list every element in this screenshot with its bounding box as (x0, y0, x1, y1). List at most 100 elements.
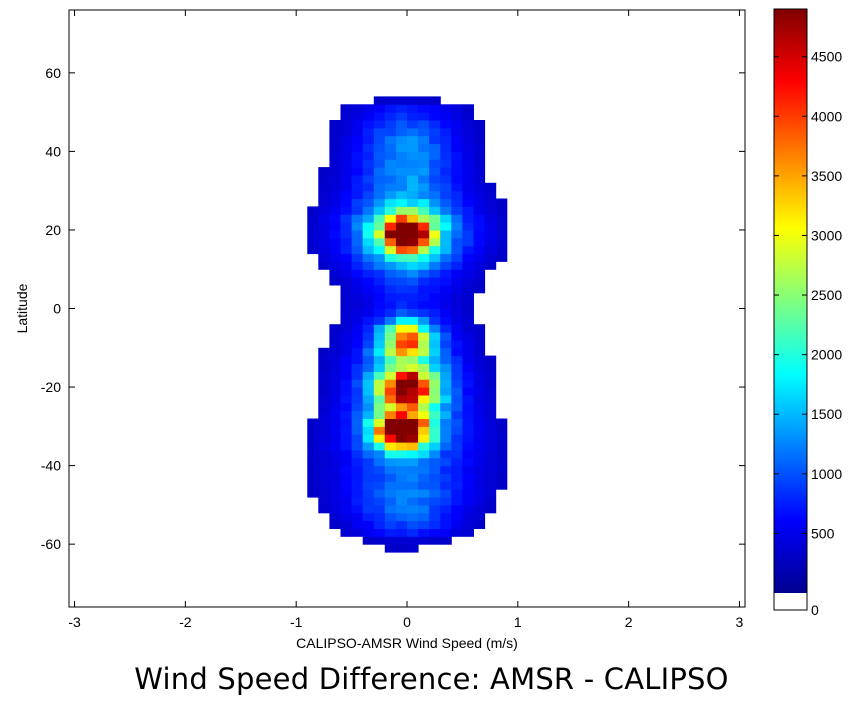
heatmap-cell (307, 237, 319, 247)
heatmap-cell (362, 528, 375, 537)
heatmap-cell (340, 473, 353, 482)
heatmap-cell (373, 104, 386, 113)
heatmap-cell (351, 410, 364, 419)
heatmap-cell (462, 245, 474, 255)
heatmap-cell (329, 237, 341, 247)
heatmap-cell (384, 355, 397, 364)
x-tick-label: -1 (290, 614, 303, 630)
heatmap-cell (462, 520, 474, 529)
heatmap-cell (384, 277, 397, 286)
heatmap-cell (440, 316, 452, 325)
heatmap-cell (329, 127, 341, 137)
heatmap-cell (418, 387, 430, 396)
heatmap-cell (451, 339, 463, 349)
heatmap-cell (395, 135, 408, 145)
heatmap-cell (373, 512, 386, 522)
heatmap-cell (362, 339, 375, 349)
heatmap-cell (373, 465, 386, 474)
heatmap-cell (484, 473, 497, 482)
heatmap-cell (318, 442, 330, 451)
heatmap-cell (407, 96, 419, 105)
heatmap-cell (373, 355, 386, 364)
heatmap-cell (351, 143, 364, 152)
heatmap-cell (307, 449, 319, 459)
heatmap-cell (384, 167, 397, 176)
heatmap-cell (329, 504, 341, 514)
heatmap-cell (429, 402, 441, 412)
heatmap-cell (473, 167, 486, 176)
heatmap-cell (395, 112, 408, 121)
heatmap-cell (473, 520, 486, 529)
heatmap-cell (462, 418, 474, 427)
heatmap-cell (362, 387, 375, 396)
heatmap-cell (473, 371, 486, 380)
heatmap-cell (451, 394, 463, 404)
heatmap-cell (407, 489, 419, 498)
colorbar-tick-label: 4500 (811, 49, 842, 65)
heatmap-cell (373, 394, 386, 404)
heatmap-cell (407, 253, 419, 262)
heatmap-cell (429, 418, 441, 427)
heatmap-cell (451, 489, 463, 498)
heatmap-cell (407, 528, 419, 537)
heatmap-cell (351, 481, 364, 490)
heatmap-cell (495, 198, 508, 207)
heatmap-cell (318, 504, 330, 514)
heatmap-cell (473, 465, 486, 474)
heatmap-cell (418, 536, 430, 545)
heatmap-cell (473, 253, 486, 262)
heatmap-cell (429, 410, 441, 419)
heatmap-cell (429, 253, 441, 262)
heatmap-cell (473, 355, 486, 364)
heatmap-cell (451, 426, 463, 435)
heatmap-cell (340, 528, 353, 537)
heatmap-cell (440, 363, 452, 372)
heatmap-cell (462, 316, 474, 325)
heatmap-cell (373, 402, 386, 412)
heatmap-cell (418, 229, 430, 239)
heatmap-cell (462, 127, 474, 137)
heatmap-cell (318, 222, 330, 231)
heatmap-cell (418, 457, 430, 467)
x-tick-label: -3 (68, 614, 81, 630)
heatmap-cell (418, 104, 430, 113)
heatmap-cell (340, 363, 353, 372)
heatmap-cell (484, 237, 497, 247)
heatmap-cell (395, 182, 408, 192)
heatmap-cell (351, 222, 364, 231)
heatmap-cell (395, 332, 408, 341)
heatmap-cell (351, 528, 364, 537)
heatmap-cell (395, 253, 408, 262)
x-tick-label: 2 (625, 614, 633, 630)
heatmap-cell (373, 316, 386, 325)
heatmap-cell (329, 339, 341, 349)
heatmap-cell (384, 198, 397, 207)
heatmap-cell (340, 504, 353, 514)
heatmap-cell (351, 198, 364, 207)
heatmap-cell (362, 497, 375, 506)
heatmap-cell (429, 497, 441, 506)
heatmap-cell (418, 206, 430, 215)
heatmap-cell (440, 426, 452, 435)
heatmap-cell (407, 237, 419, 247)
heatmap-cell (462, 261, 474, 270)
heatmap-cell (462, 292, 474, 302)
heatmap-cell (429, 457, 441, 467)
heatmap-cell (451, 520, 463, 529)
heatmap-cell (329, 151, 341, 160)
heatmap-cell (407, 394, 419, 404)
heatmap-cell (318, 190, 330, 200)
heatmap-cell (340, 489, 353, 498)
figure-caption: Wind Speed Difference: AMSR - CALIPSO (134, 662, 729, 696)
heatmap-cell (373, 167, 386, 176)
heatmap-cell (395, 96, 408, 105)
heatmap-cell (373, 190, 386, 200)
heatmap-cell (484, 371, 497, 380)
heatmap-cell (462, 284, 474, 294)
heatmap-cell (440, 120, 452, 129)
y-tick-label: 0 (53, 301, 61, 317)
heatmap-cell (440, 355, 452, 364)
heatmap-cell (407, 536, 419, 545)
heatmap-cell (407, 457, 419, 467)
heatmap-cell (440, 112, 452, 121)
